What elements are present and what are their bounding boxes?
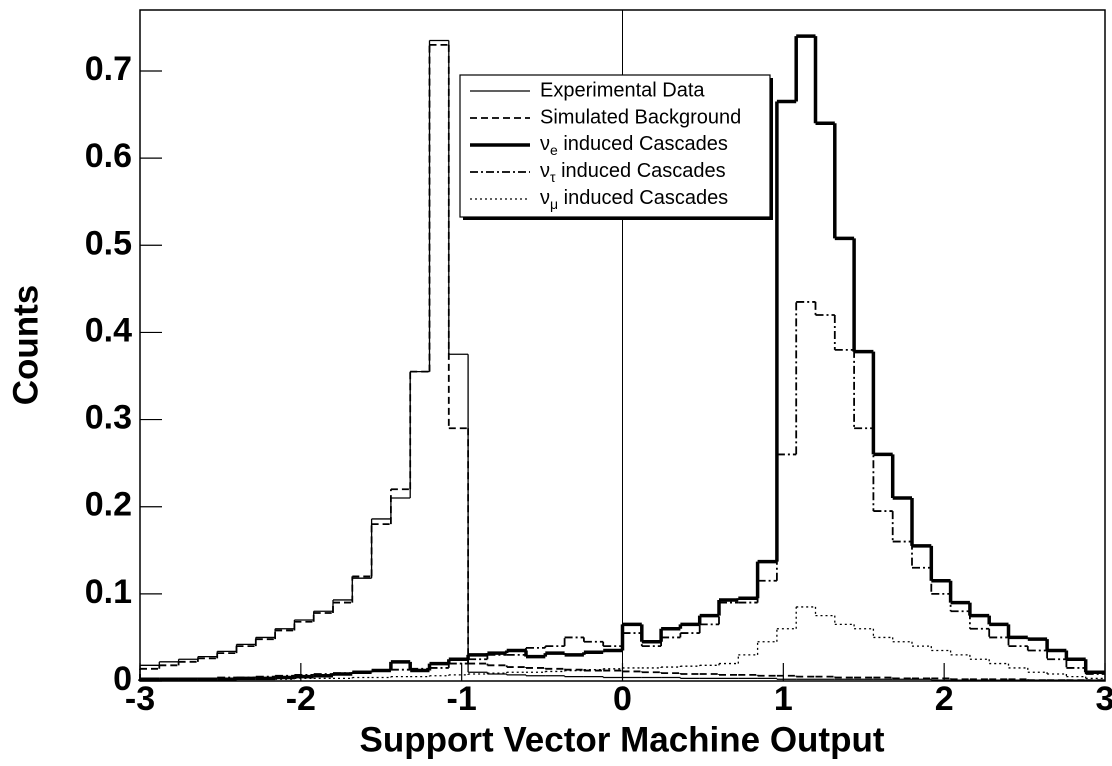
y-tick-label: 0.7 bbox=[85, 50, 132, 88]
step-riser bbox=[139, 606, 1087, 681]
x-axis-title: Support Vector Machine Output bbox=[359, 720, 884, 759]
y-tick-label: 0.2 bbox=[85, 486, 132, 524]
y-axis-title: Counts bbox=[6, 285, 45, 406]
y-tick-label: 0.1 bbox=[85, 573, 132, 611]
x-tick-label: 2 bbox=[935, 680, 954, 718]
y-tick-label: 0.5 bbox=[85, 224, 132, 262]
y-tick-label: 0 bbox=[113, 660, 132, 698]
y-tick-label: 0.6 bbox=[85, 137, 132, 175]
legend-label: νe induced Cascades bbox=[540, 133, 728, 157]
x-tick-label: -2 bbox=[286, 680, 316, 718]
x-tick-label: -1 bbox=[447, 680, 477, 718]
y-tick-label: 0.4 bbox=[85, 311, 132, 349]
x-tick-label: 1 bbox=[774, 680, 793, 718]
y-tick-label: 0.3 bbox=[85, 399, 132, 437]
legend-label: νμ induced Cascades bbox=[540, 187, 728, 211]
legend-label: ντ induced Cascades bbox=[540, 160, 726, 184]
step-riser bbox=[139, 301, 1087, 681]
x-tick-label: 3 bbox=[1096, 680, 1112, 718]
legend-label: Simulated Background bbox=[540, 106, 741, 128]
x-tick-label: 0 bbox=[613, 680, 632, 718]
legend-label: Experimental Data bbox=[540, 79, 705, 101]
x-tick-label: -3 bbox=[125, 680, 155, 718]
step-riser bbox=[139, 44, 1029, 681]
